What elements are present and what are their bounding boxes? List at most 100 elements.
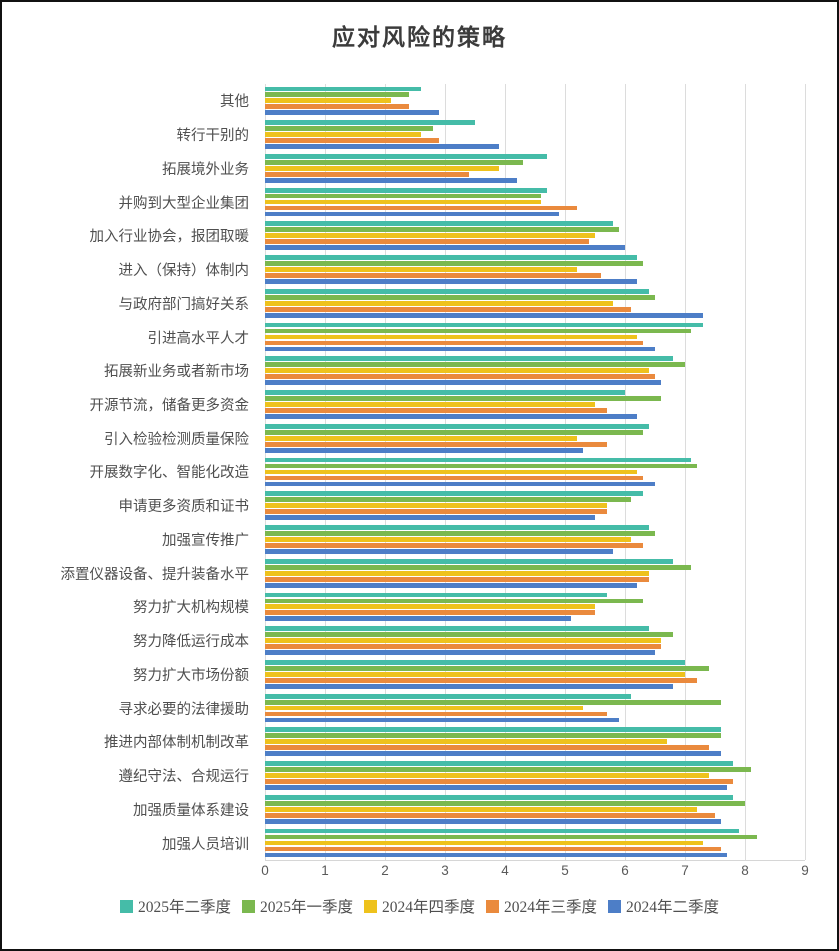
bar-2024年四季度 [265, 334, 637, 340]
bar-2025年一季度 [265, 261, 643, 266]
category-label: 加强宣传推广 [162, 532, 249, 549]
bar-group [265, 118, 805, 152]
bar-2025年一季度 [265, 497, 631, 503]
category-label: 推进内部体制机制改革 [104, 735, 249, 752]
category-row: 努力扩大机构规模 [2, 590, 805, 624]
bar-2025年一季度 [265, 159, 523, 165]
bar-2024年三季度 [265, 610, 595, 616]
bar-2024年二季度 [265, 515, 595, 521]
bar-2024年二季度 [265, 548, 613, 554]
bar-2024年四季度 [265, 705, 583, 711]
bar-2024年四季度 [265, 840, 703, 846]
x-tick-label: 2 [381, 863, 389, 878]
category-label: 并购到大型企业集团 [118, 195, 250, 212]
bar-group [265, 624, 805, 658]
bar-2024年二季度 [265, 582, 637, 588]
bar-2024年四季度 [265, 267, 577, 272]
bar-2024年二季度 [265, 616, 571, 622]
category-label: 寻求必要的法律援助 [118, 701, 250, 718]
legend-item: 2024年四季度 [363, 895, 475, 917]
bar-2025年二季度 [265, 558, 673, 564]
bar-2024年四季度 [265, 671, 685, 677]
bar-2025年二季度 [265, 828, 739, 834]
bar-2025年二季度 [265, 120, 475, 126]
bar-2024年三季度 [265, 711, 607, 717]
category-rows: 其他 转行干别的 拓展境外业务 并购到大型企业集团 加入行业协会，报团取暖 进入（保持）体… [2, 84, 805, 860]
bar-2025年一季度 [265, 227, 619, 233]
category-label: 引进高水平人才 [147, 330, 250, 347]
x-tick-label: 4 [501, 863, 509, 878]
bar-2025年二季度 [265, 693, 631, 699]
bar-2025年二季度 [265, 525, 649, 530]
bar-2024年二季度 [265, 852, 727, 858]
bar-2024年四季度 [265, 435, 577, 441]
bar-2024年二季度 [265, 481, 655, 487]
bar-2024年四季度 [265, 806, 697, 812]
category-label: 进入（保持）体制内 [118, 263, 250, 280]
bar-2024年二季度 [265, 312, 703, 318]
category-row: 并购到大型企业集团 [2, 185, 805, 219]
x-tick-label: 6 [621, 863, 629, 878]
bar-2025年二季度 [265, 86, 421, 92]
category-row: 与政府部门搞好关系 [2, 286, 805, 320]
category-row: 引入检验检测质量保险 [2, 421, 805, 455]
bar-2024年四季度 [265, 604, 595, 610]
category-label: 其他 [220, 94, 249, 111]
bar-2024年二季度 [265, 279, 637, 284]
bar-group [265, 489, 805, 523]
bar-2025年一季度 [265, 733, 721, 739]
bar-2025年一季度 [265, 193, 541, 199]
bar-2024年三季度 [265, 779, 733, 784]
bar-2024年二季度 [265, 380, 661, 386]
bar-2024年三季度 [265, 846, 721, 852]
x-tick-label: 7 [681, 863, 689, 878]
bar-2025年一季度 [265, 632, 673, 638]
category-label: 加强人员培训 [162, 836, 249, 853]
bar-2025年二季度 [265, 423, 649, 429]
bar-2024年二季度 [265, 414, 637, 419]
legend: 2025年二季度 2025年一季度 2024年四季度 2024年三季度 2024年二季度 [2, 895, 837, 917]
bar-2025年一季度 [265, 598, 643, 604]
bar-2024年四季度 [265, 773, 709, 778]
bar-group [265, 556, 805, 590]
legend-swatch [119, 899, 133, 913]
x-tick-label: 3 [441, 863, 449, 878]
bar-2025年一季度 [265, 294, 655, 300]
bar-group [265, 455, 805, 489]
bar-2025年一季度 [265, 126, 433, 132]
bar-2025年一季度 [265, 328, 691, 334]
bar-2024年二季度 [265, 245, 625, 251]
bar-2024年四季度 [265, 739, 667, 745]
bar-2024年二季度 [265, 717, 619, 723]
category-label: 努力降低运行成本 [133, 634, 249, 651]
bar-group [265, 219, 805, 253]
bar-2025年一季度 [265, 429, 643, 435]
bar-2025年二季度 [265, 390, 625, 395]
chart-title: 应对风险的策略 [332, 25, 507, 50]
legend-item: 2025年一季度 [241, 895, 353, 917]
bar-2024年二季度 [265, 346, 655, 352]
bar-2024年四季度 [265, 132, 421, 137]
x-tick-label: 5 [561, 863, 569, 878]
bar-2024年四季度 [265, 300, 613, 306]
bar-group [265, 388, 805, 422]
bar-2024年三季度 [265, 644, 661, 649]
bar-2025年二季度 [265, 659, 685, 665]
bar-2024年三季度 [265, 273, 601, 278]
bar-group [265, 826, 805, 860]
bar-2024年三季度 [265, 104, 409, 110]
category-row: 添置仪器设备、提升装备水平 [2, 556, 805, 590]
bar-2024年四季度 [265, 638, 661, 644]
bar-2025年二季度 [265, 626, 649, 632]
bar-2024年二季度 [265, 110, 439, 116]
bar-2024年三季度 [265, 408, 607, 413]
legend-item: 2025年二季度 [119, 895, 231, 917]
bar-2025年二季度 [265, 187, 547, 193]
bar-2025年二季度 [265, 727, 721, 733]
bar-group [265, 691, 805, 725]
category-row: 加强宣传推广 [2, 523, 805, 557]
bar-2024年三季度 [265, 677, 697, 683]
bar-2024年三季度 [265, 306, 631, 312]
bar-2025年一季度 [265, 800, 745, 806]
bar-2024年四季度 [265, 402, 595, 407]
